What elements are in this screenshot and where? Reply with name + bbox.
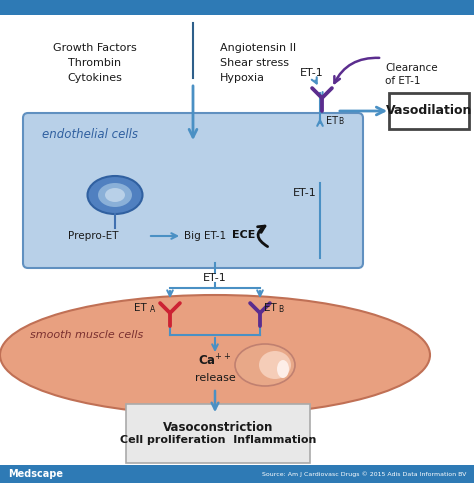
FancyBboxPatch shape xyxy=(126,404,310,463)
Text: Ca$^{++}$: Ca$^{++}$ xyxy=(199,354,232,369)
Ellipse shape xyxy=(0,295,430,415)
Ellipse shape xyxy=(98,183,132,207)
Text: Shear stress: Shear stress xyxy=(220,58,289,68)
Bar xyxy=(0,0,474,15)
Text: release: release xyxy=(195,373,236,383)
Ellipse shape xyxy=(235,344,295,386)
Text: Medscape: Medscape xyxy=(8,469,63,479)
Text: Big ET-1: Big ET-1 xyxy=(184,231,226,241)
Text: ET: ET xyxy=(326,116,338,126)
Text: ET: ET xyxy=(134,303,147,313)
Text: ET: ET xyxy=(264,303,277,313)
Text: endothelial cells: endothelial cells xyxy=(42,128,138,141)
Text: Cytokines: Cytokines xyxy=(68,73,122,83)
Ellipse shape xyxy=(277,360,289,378)
Text: Source: Am J Cardiovasc Drugs © 2015 Adis Data Information BV: Source: Am J Cardiovasc Drugs © 2015 Adi… xyxy=(262,471,466,477)
Text: B: B xyxy=(278,306,283,314)
Text: A: A xyxy=(150,306,155,314)
Text: Clearance
of ET-1: Clearance of ET-1 xyxy=(385,63,438,86)
Text: smooth muscle cells: smooth muscle cells xyxy=(30,330,143,340)
Bar xyxy=(0,465,474,483)
Text: Growth Factors: Growth Factors xyxy=(53,43,137,53)
Text: Vasodilation: Vasodilation xyxy=(386,104,472,117)
Text: ET-1: ET-1 xyxy=(300,68,324,78)
Text: Cell proliferation  Inflammation: Cell proliferation Inflammation xyxy=(120,435,316,445)
Text: Prepro-ET: Prepro-ET xyxy=(68,231,118,241)
Ellipse shape xyxy=(259,351,291,379)
Text: ET-1: ET-1 xyxy=(293,188,317,198)
Text: Vasoconstriction: Vasoconstriction xyxy=(163,421,273,434)
Text: Thrombin: Thrombin xyxy=(68,58,121,68)
FancyBboxPatch shape xyxy=(23,113,363,268)
Ellipse shape xyxy=(105,188,125,202)
Text: Hypoxia: Hypoxia xyxy=(220,73,265,83)
Text: Angiotensin II: Angiotensin II xyxy=(220,43,296,53)
Text: ECE: ECE xyxy=(232,230,255,240)
Text: ET-1: ET-1 xyxy=(203,273,227,283)
FancyBboxPatch shape xyxy=(389,93,469,129)
Text: B: B xyxy=(338,117,343,126)
Ellipse shape xyxy=(88,176,143,214)
